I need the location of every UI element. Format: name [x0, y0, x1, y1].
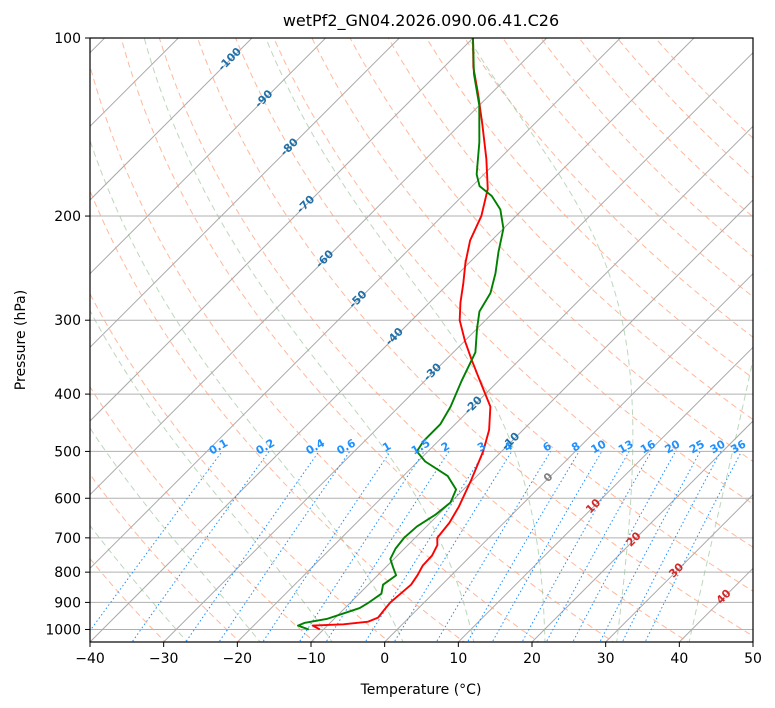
profile-layer — [297, 38, 505, 631]
dry-adiabat-340 — [273, 38, 753, 548]
mixing-ratio-25 — [599, 451, 701, 642]
dry-adiabat-290 — [90, 63, 540, 642]
x-tick-label: 0 — [380, 651, 389, 667]
reference-lines — [90, 38, 753, 642]
y-tick-label: 300 — [54, 313, 81, 329]
dry-adiabat-350 — [311, 38, 753, 505]
moist-adiabat--20 — [90, 427, 261, 642]
mixing-ratio-20 — [572, 451, 676, 642]
mixing-ratio-0.4 — [185, 451, 320, 642]
mixing-ratio-30 — [621, 451, 722, 642]
mixing-ratio-3 — [364, 451, 486, 642]
isotherm-10 — [457, 346, 753, 642]
isotherm--60 — [90, 38, 548, 496]
x-tick-label: 10 — [449, 651, 467, 667]
isotherm-20 — [531, 420, 753, 642]
plot-frame — [89, 37, 754, 643]
y-tick-label: 900 — [54, 595, 81, 611]
isotherm--70 — [90, 38, 474, 422]
dry-adiabat-310 — [158, 38, 690, 642]
y-tick-label: 400 — [54, 387, 81, 403]
dry-adiabat-370 — [387, 38, 753, 421]
dry-adiabat-270 — [90, 292, 391, 642]
mixing-ratio-1 — [262, 451, 391, 642]
isotherm--100 — [90, 38, 253, 201]
x-tick-label: −20 — [223, 651, 253, 667]
y-tick-label: 100 — [54, 31, 81, 47]
dry-adiabat-330 — [235, 38, 753, 592]
dry-adiabat-300 — [120, 38, 615, 642]
mixing-ratio-16 — [545, 451, 652, 642]
x-tick-label: 30 — [597, 651, 615, 667]
x-tick-label: −30 — [149, 651, 179, 667]
y-tick-label: 800 — [54, 565, 81, 581]
y-tick-label: 700 — [54, 531, 81, 547]
isotherm--20 — [236, 125, 753, 642]
x-tick-label: −40 — [75, 651, 105, 667]
moist-adiabat-20 — [265, 38, 546, 642]
dry-adiabat-360 — [349, 38, 753, 463]
x-tick-label: 20 — [523, 651, 541, 667]
isotherm--10 — [310, 199, 753, 642]
moist-adiabat-0 — [90, 138, 404, 642]
dry-adiabat-260 — [90, 385, 316, 642]
axes: −40 −30 −20 −10 0 10 20 30 40 50 1000 900 800 700 600 5… — [45, 31, 762, 667]
y-axis-title: Pressure (hPa) — [13, 290, 29, 390]
temperature-profile — [311, 38, 492, 631]
moist-adiabat-40 — [688, 357, 753, 642]
dry-adiabat-250 — [90, 473, 241, 642]
y-tick-label: 200 — [54, 209, 81, 225]
dewpoint-profile — [297, 38, 505, 631]
chart-title: wetPf2_GN04.2026.090.06.41.C26 — [283, 11, 559, 31]
mixing-ratio-0.6 — [218, 451, 351, 642]
y-tick-label: 500 — [54, 444, 81, 460]
moist-adiabat--30 — [90, 524, 188, 642]
mixing-ratio-6 — [435, 451, 552, 642]
isotherm--50 — [90, 38, 622, 570]
dry-adiabat-400 — [502, 38, 753, 298]
isotherm-50 — [752, 641, 753, 642]
moist-adiabat-10 — [143, 38, 475, 642]
dry-adiabat-380 — [425, 38, 753, 379]
x-tick-label: 50 — [744, 651, 762, 667]
y-tick-label: 600 — [54, 491, 81, 507]
mixing-ratio-0.1 — [90, 451, 223, 632]
dry-adiabat-320 — [196, 38, 753, 637]
isotherm-0 — [383, 272, 753, 642]
moist-adiabat-30 — [468, 38, 634, 642]
isotherm--30 — [162, 51, 753, 642]
moist-adiabat--10 — [90, 309, 333, 642]
dry-adiabat-390 — [463, 38, 753, 338]
x-tick-label: −10 — [296, 651, 326, 667]
y-tick-label: 1000 — [45, 622, 81, 638]
isotherm-30 — [604, 493, 753, 642]
plot-background — [90, 38, 753, 642]
x-tick-label: 40 — [670, 651, 688, 667]
mixing-ratio-0.2 — [131, 451, 270, 642]
isotherm--40 — [90, 38, 695, 642]
x-axis-title: Temperature (°C) — [360, 682, 482, 698]
mixing-ratio-2 — [325, 451, 450, 642]
mixing-ratio-4 — [393, 451, 513, 642]
mixing-ratio-8 — [466, 451, 580, 642]
